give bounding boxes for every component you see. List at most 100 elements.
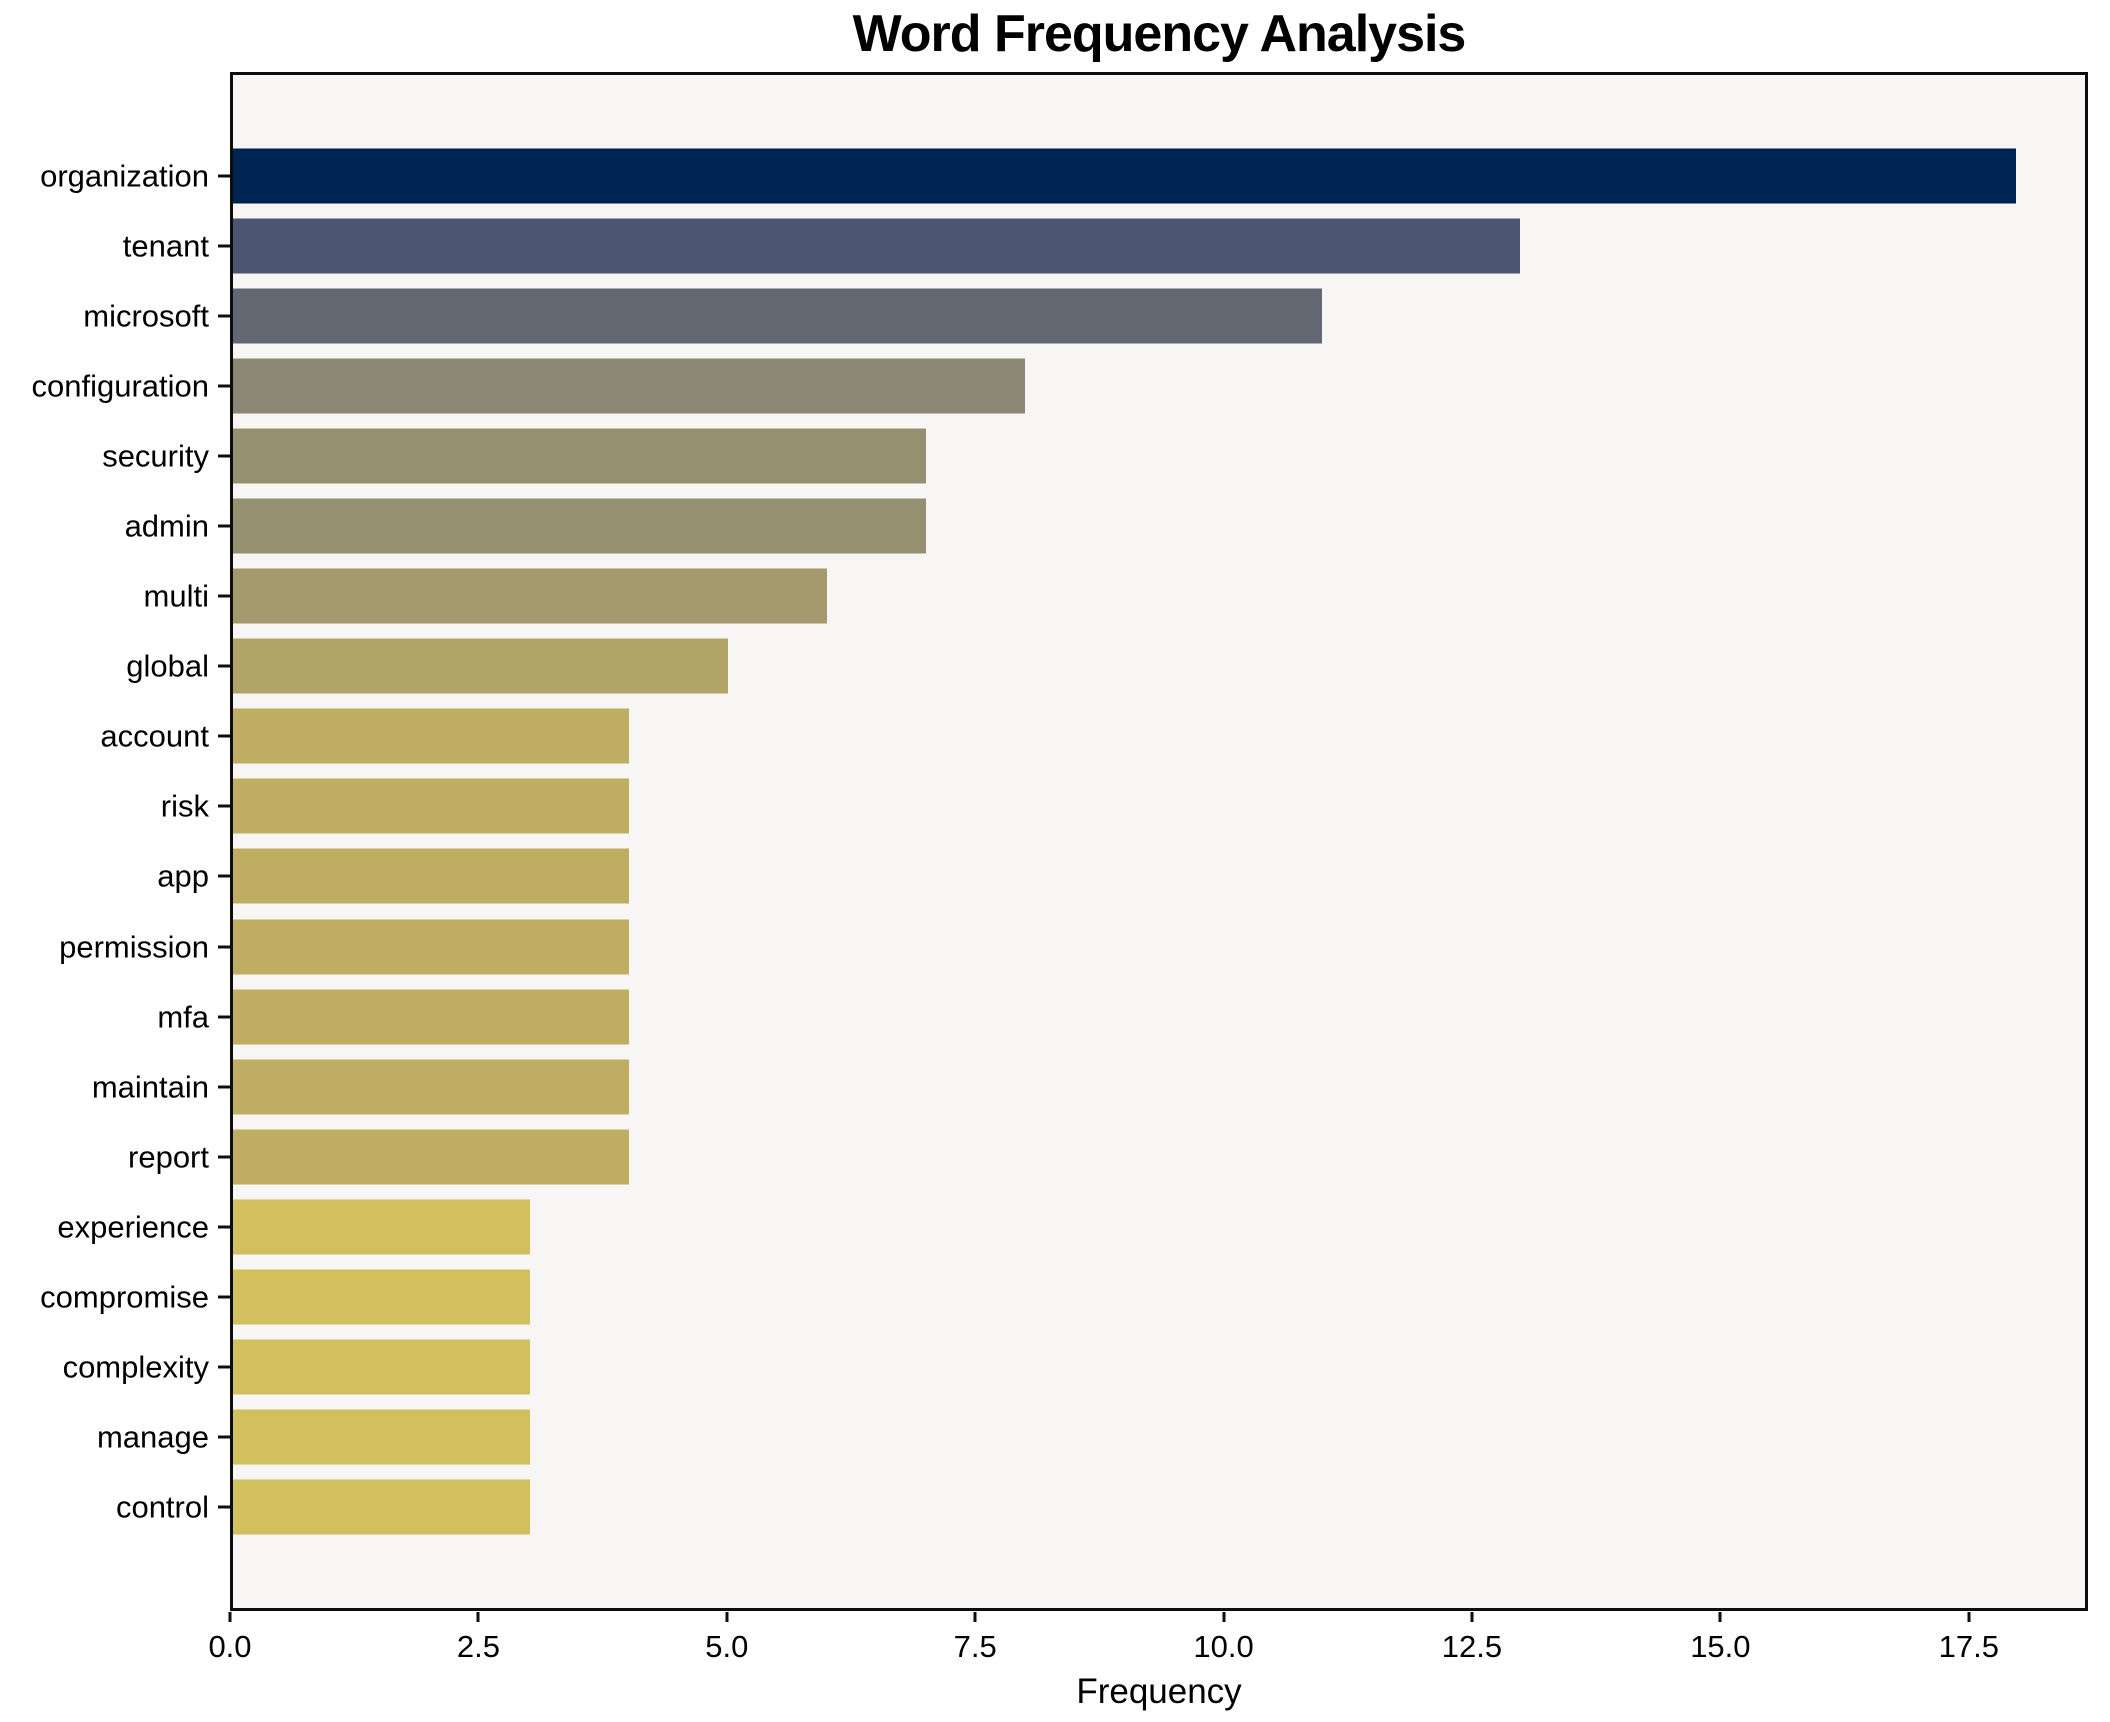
- plot-area: organization tenant microsoft configuration…: [31, 72, 2088, 1611]
- bar-row: security: [102, 421, 2085, 491]
- y-tick-label: control: [115, 1489, 209, 1525]
- frequency-bar: [233, 1479, 531, 1535]
- y-tick-mark: [218, 1295, 230, 1299]
- y-tick-mark: [218, 174, 230, 178]
- bar-row: app: [157, 841, 2085, 911]
- bar-row: organization: [40, 141, 2085, 211]
- frequency-bar: [233, 148, 2016, 204]
- bar-row: compromise: [40, 1262, 2085, 1332]
- frequency-bar: [233, 1409, 531, 1465]
- frequency-bar: [233, 848, 630, 904]
- y-tick-label: admin: [124, 508, 209, 544]
- x-tick-label: 12.5: [1441, 1629, 1503, 1664]
- x-tick-mark: [973, 1612, 977, 1622]
- frequency-bar: [233, 638, 729, 694]
- x-tick-mark: [1718, 1612, 1722, 1622]
- y-tick-mark: [218, 454, 230, 458]
- x-tick-label: 17.5: [1938, 1629, 1999, 1664]
- y-tick-label: experience: [57, 1209, 209, 1245]
- bar-row: account: [100, 701, 2085, 771]
- bar-row: configuration: [31, 351, 2085, 421]
- y-tick-label: global: [126, 648, 209, 684]
- x-tick-mark: [1967, 1612, 1971, 1622]
- bar-row: multi: [144, 561, 2085, 631]
- x-tick-mark: [725, 1612, 729, 1622]
- y-tick-label: account: [100, 718, 209, 754]
- bar-row: microsoft: [83, 281, 2085, 351]
- y-tick-label: complexity: [62, 1349, 209, 1385]
- y-tick-label: compromise: [40, 1279, 209, 1315]
- frequency-bar: [233, 498, 927, 554]
- y-tick-label: app: [157, 858, 209, 894]
- y-tick-mark: [218, 314, 230, 318]
- bar-row: experience: [57, 1192, 2085, 1262]
- bar-row: complexity: [63, 1332, 2085, 1402]
- y-tick-mark: [218, 1015, 230, 1019]
- frequency-bar: [233, 919, 630, 975]
- x-tick-label: 2.5: [456, 1629, 500, 1664]
- y-tick-label: tenant: [122, 228, 209, 264]
- x-tick-mark: [1470, 1612, 1474, 1622]
- y-tick-mark: [218, 1435, 230, 1439]
- x-tick-label: 5.0: [705, 1629, 749, 1664]
- frequency-bar: [233, 428, 927, 484]
- y-tick-mark: [218, 594, 230, 598]
- bar-row: admin: [125, 491, 2085, 561]
- y-tick-label: multi: [143, 578, 209, 614]
- frequency-bar: [233, 358, 1026, 414]
- y-tick-label: organization: [40, 158, 209, 194]
- y-tick-mark: [218, 244, 230, 248]
- x-tick-label: 15.0: [1690, 1629, 1751, 1664]
- bar-row: control: [116, 1472, 2085, 1542]
- frequency-bar: [233, 1339, 531, 1395]
- frequency-bar: [233, 1129, 630, 1185]
- frequency-bar: [233, 288, 1323, 344]
- y-tick-label: risk: [160, 788, 209, 824]
- x-tick-label: 10.0: [1193, 1629, 1254, 1664]
- y-tick-label: maintain: [91, 1069, 209, 1105]
- y-tick-mark: [218, 734, 230, 738]
- y-tick-mark: [218, 874, 230, 878]
- x-tick-mark: [1222, 1612, 1226, 1622]
- bar-row: tenant: [123, 211, 2085, 281]
- frequency-bar: [233, 989, 630, 1045]
- y-tick-label: report: [128, 1139, 209, 1175]
- bar-row: manage: [97, 1402, 2085, 1472]
- y-tick-mark: [218, 384, 230, 388]
- y-tick-mark: [218, 1155, 230, 1159]
- bar-row: mfa: [157, 982, 2085, 1052]
- y-tick-mark: [218, 664, 230, 668]
- x-tick-mark: [228, 1612, 232, 1622]
- y-tick-mark: [218, 1085, 230, 1089]
- x-tick-label: 0.0: [208, 1629, 252, 1664]
- y-tick-mark: [218, 1365, 230, 1369]
- frequency-bar: [233, 1269, 531, 1325]
- chart-title: Word Frequency Analysis: [852, 5, 1467, 63]
- y-tick-label: permission: [59, 929, 209, 965]
- frequency-bar: [233, 218, 1521, 274]
- frequency-bar: [233, 568, 828, 624]
- frequency-bar: [233, 1059, 630, 1115]
- y-tick-label: configuration: [31, 368, 209, 404]
- y-tick-label: security: [102, 438, 209, 474]
- bar-row: global: [126, 631, 2085, 701]
- y-tick-mark: [218, 945, 230, 949]
- bar-row: report: [128, 1122, 2085, 1192]
- frequency-bar: [233, 778, 630, 834]
- x-tick-label: 7.5: [953, 1629, 997, 1664]
- y-tick-label: manage: [96, 1419, 209, 1455]
- bar-row: risk: [161, 771, 2085, 841]
- frequency-bar: [233, 708, 630, 764]
- y-tick-mark: [218, 524, 230, 528]
- bar-row: maintain: [92, 1052, 2085, 1122]
- bars-container: organization tenant microsoft configuration…: [31, 75, 2085, 1608]
- y-tick-label: mfa: [157, 999, 209, 1035]
- y-tick-mark: [218, 804, 230, 808]
- bar-row: permission: [59, 912, 2085, 982]
- x-axis-label: Frequency: [1076, 1672, 1242, 1711]
- y-tick-mark: [218, 1225, 230, 1229]
- frequency-bar: [233, 1199, 531, 1255]
- y-tick-label: microsoft: [83, 298, 209, 334]
- y-tick-mark: [218, 1505, 230, 1509]
